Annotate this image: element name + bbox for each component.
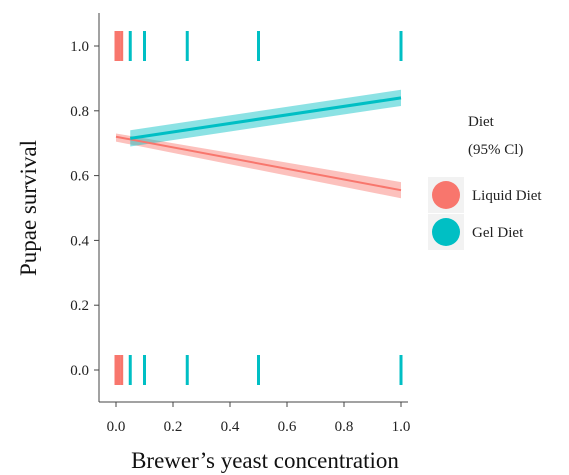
y-tick-label: 0.2 xyxy=(70,298,89,314)
y-axis: 0.0 0.2 0.4 0.6 0.8 1.0 xyxy=(70,39,99,379)
legend-subtitle: (95% Cl) xyxy=(468,142,523,158)
gel-diet-legend-label: Gel Diet xyxy=(472,225,524,241)
gel-diet-fit-line xyxy=(130,96,402,140)
gel-diet-legend-swatch xyxy=(432,218,460,246)
liquid-diet-fit-line xyxy=(115,135,402,192)
liquid-diet-legend-swatch xyxy=(432,181,460,209)
plot-frame xyxy=(98,13,408,403)
y-tick-label: 1.0 xyxy=(70,39,89,55)
x-tick-label: 0.8 xyxy=(335,419,354,435)
y-tick-label: 0.0 xyxy=(70,363,89,379)
legend-title: Diet xyxy=(468,114,495,130)
x-tick-label: 0.6 xyxy=(278,419,297,435)
liquid-diet-ci-band xyxy=(116,133,401,199)
legend-items: Liquid Diet Gel Diet xyxy=(428,177,542,250)
y-tick-label: 0.4 xyxy=(70,233,89,249)
x-tick-label: 0.0 xyxy=(107,419,126,435)
x-tick-label: 0.4 xyxy=(221,419,240,435)
legend: Diet (95% Cl) Liquid Diet Gel Diet xyxy=(428,114,542,250)
x-axis: 0.0 0.2 0.4 0.6 0.8 1.0 xyxy=(107,402,411,435)
y-tick-label: 0.8 xyxy=(70,104,89,120)
x-axis-title: Brewer’s yeast concentration xyxy=(131,448,399,473)
x-tick-label: 0.2 xyxy=(164,419,183,435)
y-tick-label: 0.6 xyxy=(70,169,89,185)
x-tick-label: 1.0 xyxy=(392,419,411,435)
data-rugs xyxy=(114,31,403,385)
y-axis-title: Pupae survival xyxy=(16,140,41,276)
liquid-diet-legend-label: Liquid Diet xyxy=(472,188,542,204)
trend-lines xyxy=(115,96,402,192)
